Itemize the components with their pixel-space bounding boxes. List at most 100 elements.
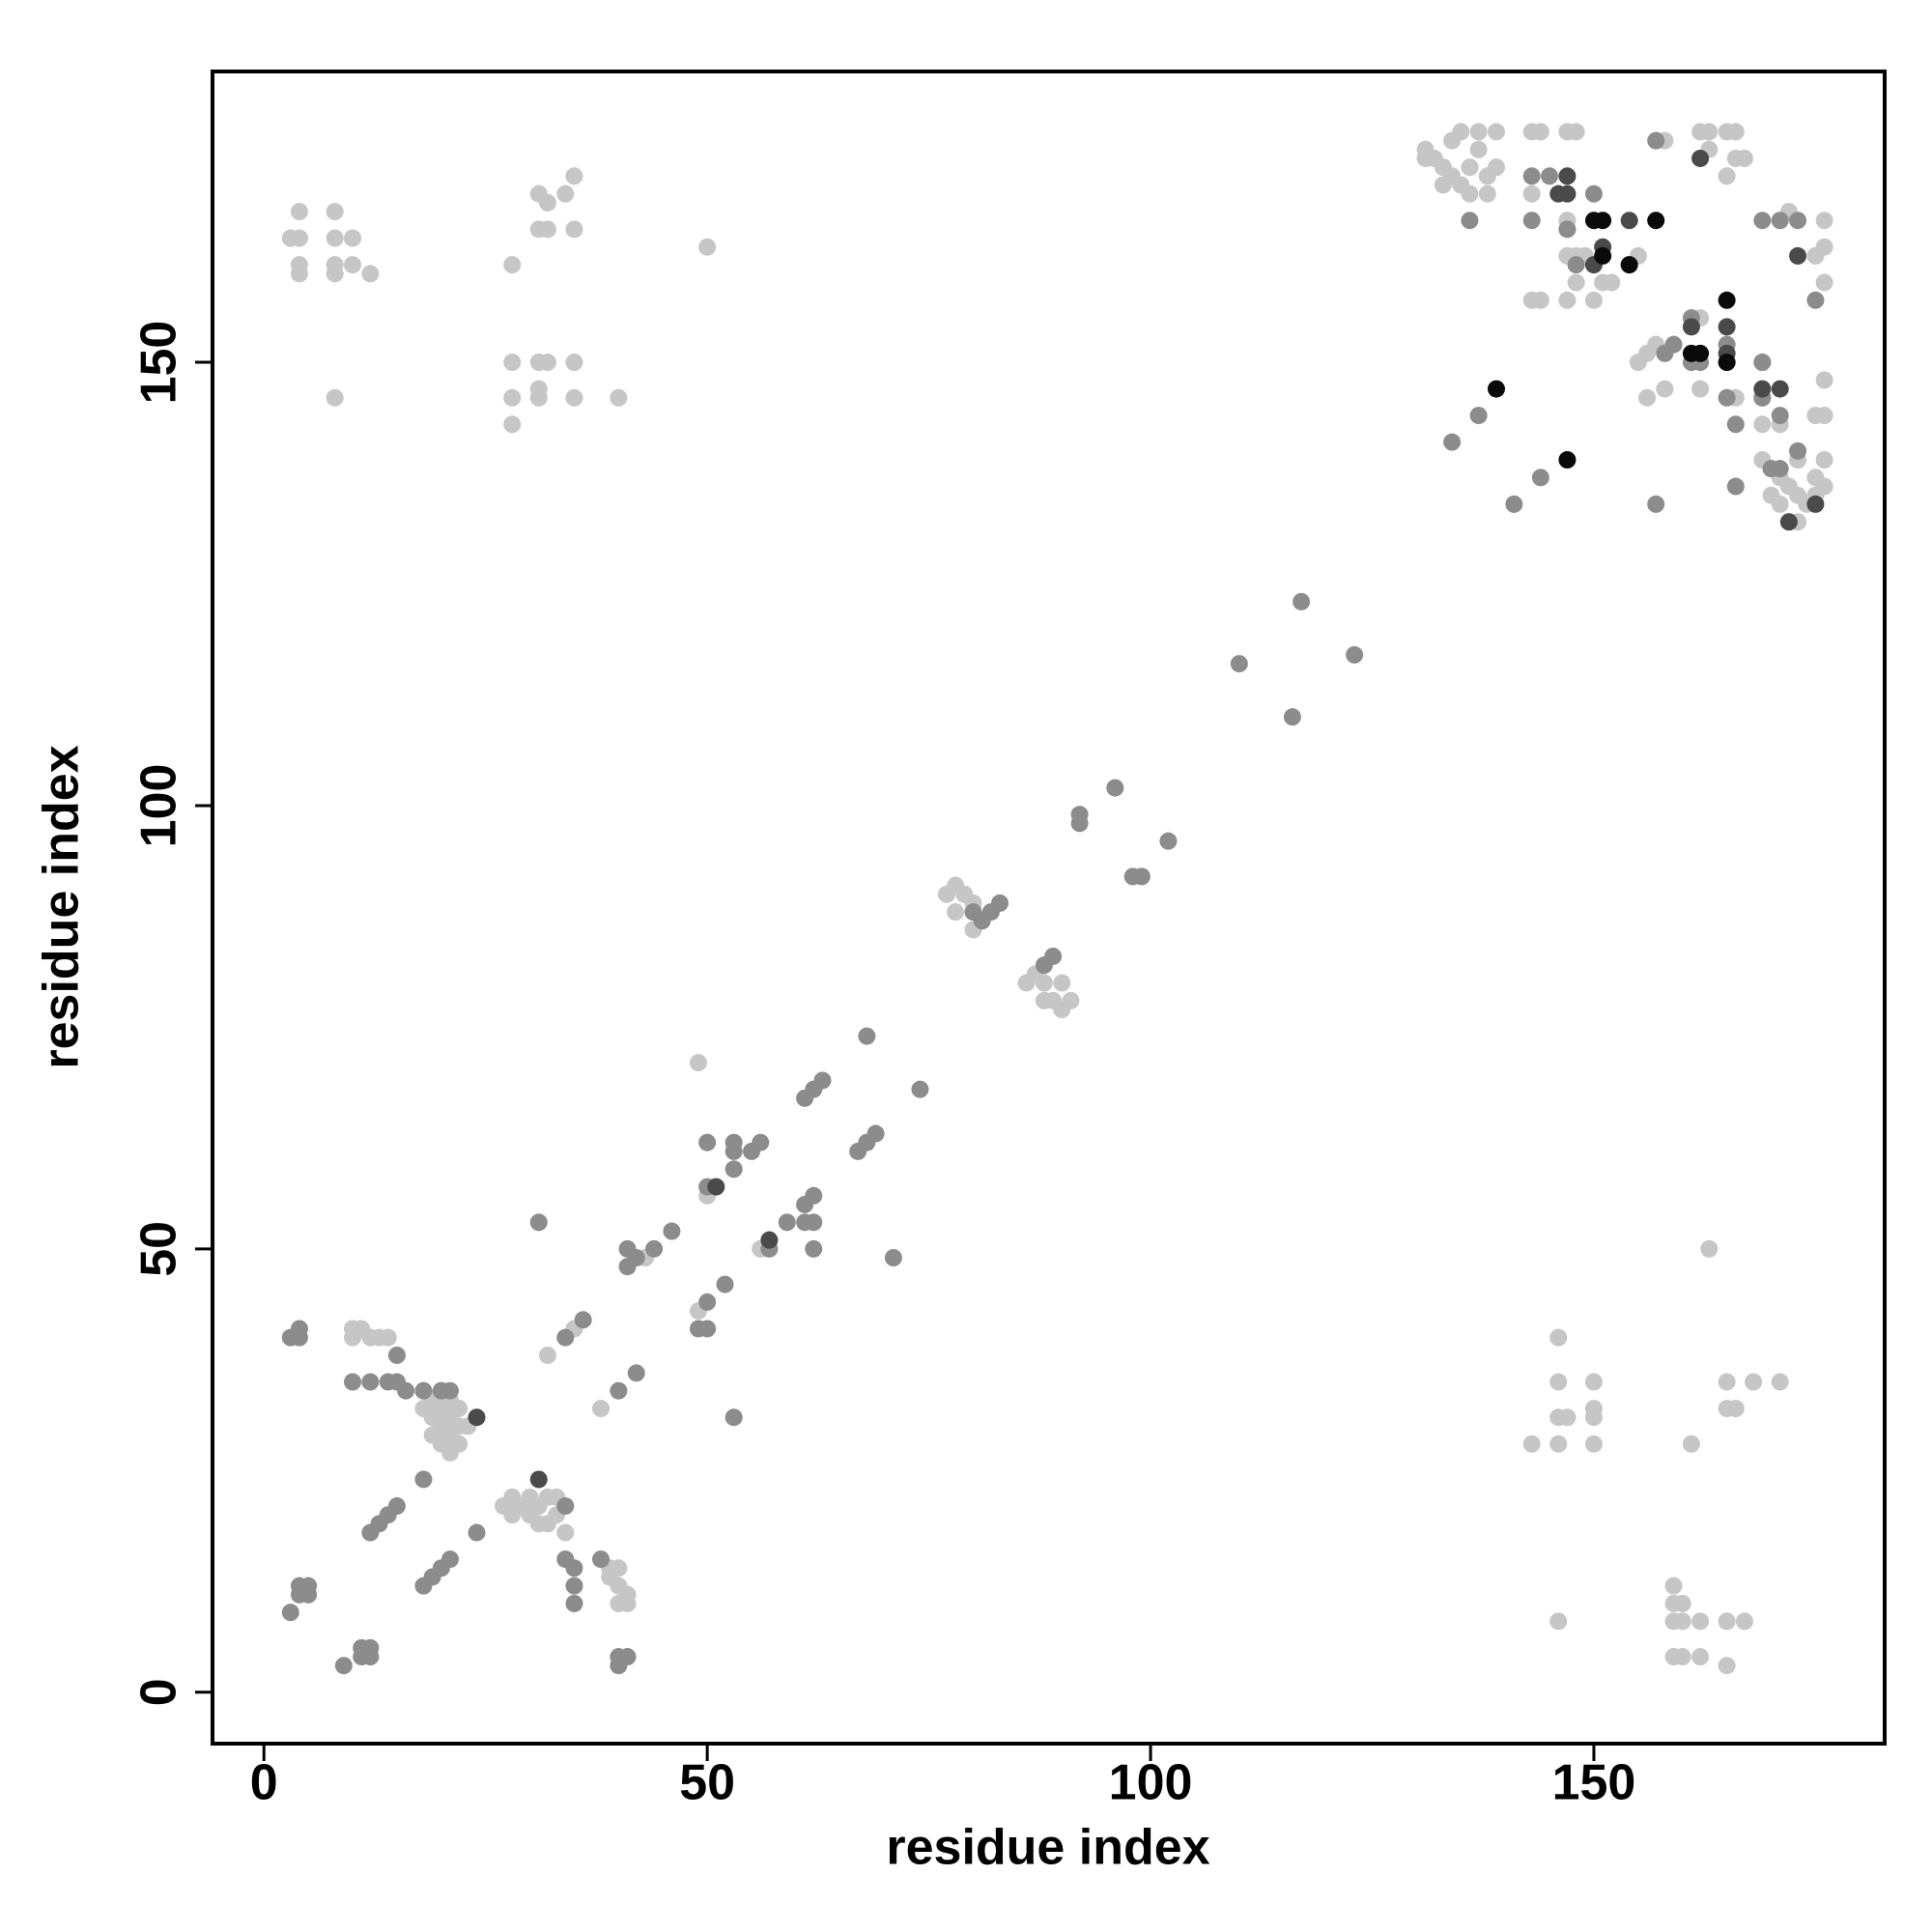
contact-point xyxy=(503,256,522,274)
points xyxy=(281,123,1833,1675)
contact-point xyxy=(450,1417,469,1435)
contact-point xyxy=(1053,974,1071,992)
contact-point xyxy=(1718,318,1736,336)
contact-point xyxy=(991,894,1009,912)
contact-point xyxy=(326,203,344,221)
contact-point xyxy=(1522,167,1541,185)
contact-point xyxy=(724,1160,743,1179)
contact-point xyxy=(1584,1435,1603,1453)
contact-point xyxy=(805,1186,823,1205)
contact-point xyxy=(290,265,308,283)
contact-point xyxy=(423,1426,441,1444)
contact-point xyxy=(538,1346,556,1364)
contact-point xyxy=(1584,291,1603,309)
contact-point xyxy=(299,1585,318,1604)
contact-point xyxy=(1594,212,1612,230)
contact-point xyxy=(387,1497,406,1516)
contact-point xyxy=(344,229,362,247)
contact-point xyxy=(698,1320,717,1338)
contact-point xyxy=(1434,176,1452,194)
contact-point xyxy=(1815,371,1833,389)
contact-point xyxy=(538,354,556,372)
contact-point xyxy=(1567,256,1585,274)
contact-point xyxy=(556,1328,575,1347)
contact-point xyxy=(724,1142,743,1160)
contact-point xyxy=(1132,867,1151,886)
contact-point xyxy=(1062,991,1080,1009)
contact-point xyxy=(610,388,628,407)
contact-point xyxy=(1522,1435,1541,1453)
contact-point xyxy=(1647,495,1665,513)
contact-point xyxy=(698,238,717,256)
contact-point xyxy=(290,229,308,247)
contact-point xyxy=(618,1594,637,1612)
contact-point xyxy=(1461,185,1479,203)
contact-point xyxy=(1346,645,1364,664)
contact-point xyxy=(503,415,522,434)
contact-point xyxy=(1815,212,1833,230)
contact-point xyxy=(361,1373,380,1391)
contact-point xyxy=(397,1381,415,1400)
contact-point xyxy=(1726,1400,1745,1418)
contact-point xyxy=(1035,991,1053,1009)
contact-point xyxy=(1664,335,1683,354)
contact-point xyxy=(1815,273,1833,292)
x-tick-label: 150 xyxy=(1552,1755,1636,1811)
contact-point xyxy=(1682,1435,1700,1453)
contact-point xyxy=(1469,123,1488,141)
contact-point xyxy=(538,193,556,212)
contact-point xyxy=(326,229,344,247)
contact-point xyxy=(1726,123,1745,141)
contact-point xyxy=(529,380,548,398)
contact-point xyxy=(1735,149,1753,167)
contact-point xyxy=(698,1133,717,1151)
contact-point xyxy=(689,1054,707,1072)
contact-point xyxy=(1230,655,1248,673)
contact-point xyxy=(1443,433,1462,451)
contact-point xyxy=(574,1311,592,1329)
contact-point xyxy=(1487,380,1505,398)
contact-point xyxy=(1505,495,1523,513)
contact-point xyxy=(1771,212,1789,230)
contact-point xyxy=(503,388,522,407)
contact-point xyxy=(1789,246,1807,265)
contact-point xyxy=(1531,291,1549,309)
contact-point xyxy=(1789,441,1807,460)
contact-point xyxy=(1726,477,1745,496)
contact-point xyxy=(1584,1400,1603,1418)
contact-point xyxy=(334,1657,353,1675)
contact-point xyxy=(440,1381,459,1400)
contact-point xyxy=(468,1523,486,1542)
contact-point xyxy=(1762,460,1780,478)
contact-point xyxy=(440,1550,459,1569)
contact-point xyxy=(556,1523,575,1542)
contact-point xyxy=(610,1559,628,1577)
contact-point xyxy=(1779,513,1798,531)
contact-point xyxy=(1549,1373,1568,1391)
contact-point xyxy=(1664,1577,1683,1595)
y-tick-label: 0 xyxy=(131,1678,187,1706)
contact-point xyxy=(592,1550,611,1569)
contact-point xyxy=(344,1373,362,1391)
contact-point xyxy=(1531,123,1549,141)
contact-point xyxy=(1656,380,1674,398)
contact-point xyxy=(1753,354,1772,372)
contact-point xyxy=(290,1320,308,1338)
contact-point xyxy=(565,1594,583,1612)
contact-point xyxy=(1035,956,1053,975)
contact-point xyxy=(379,1328,397,1347)
contact-point xyxy=(1815,477,1833,496)
contact-point xyxy=(1806,291,1825,309)
contact-point xyxy=(1558,167,1577,185)
contact-point xyxy=(1718,388,1736,407)
contact-point xyxy=(592,1400,611,1418)
contact-point xyxy=(565,354,583,372)
contact-point xyxy=(344,1328,362,1347)
contact-point xyxy=(1035,974,1053,992)
contact-point xyxy=(1283,708,1301,726)
contact-point xyxy=(778,1213,796,1232)
contact-point xyxy=(627,1364,645,1382)
contact-point xyxy=(1673,1648,1691,1666)
contact-point xyxy=(805,1239,823,1258)
contact-point xyxy=(538,220,556,239)
